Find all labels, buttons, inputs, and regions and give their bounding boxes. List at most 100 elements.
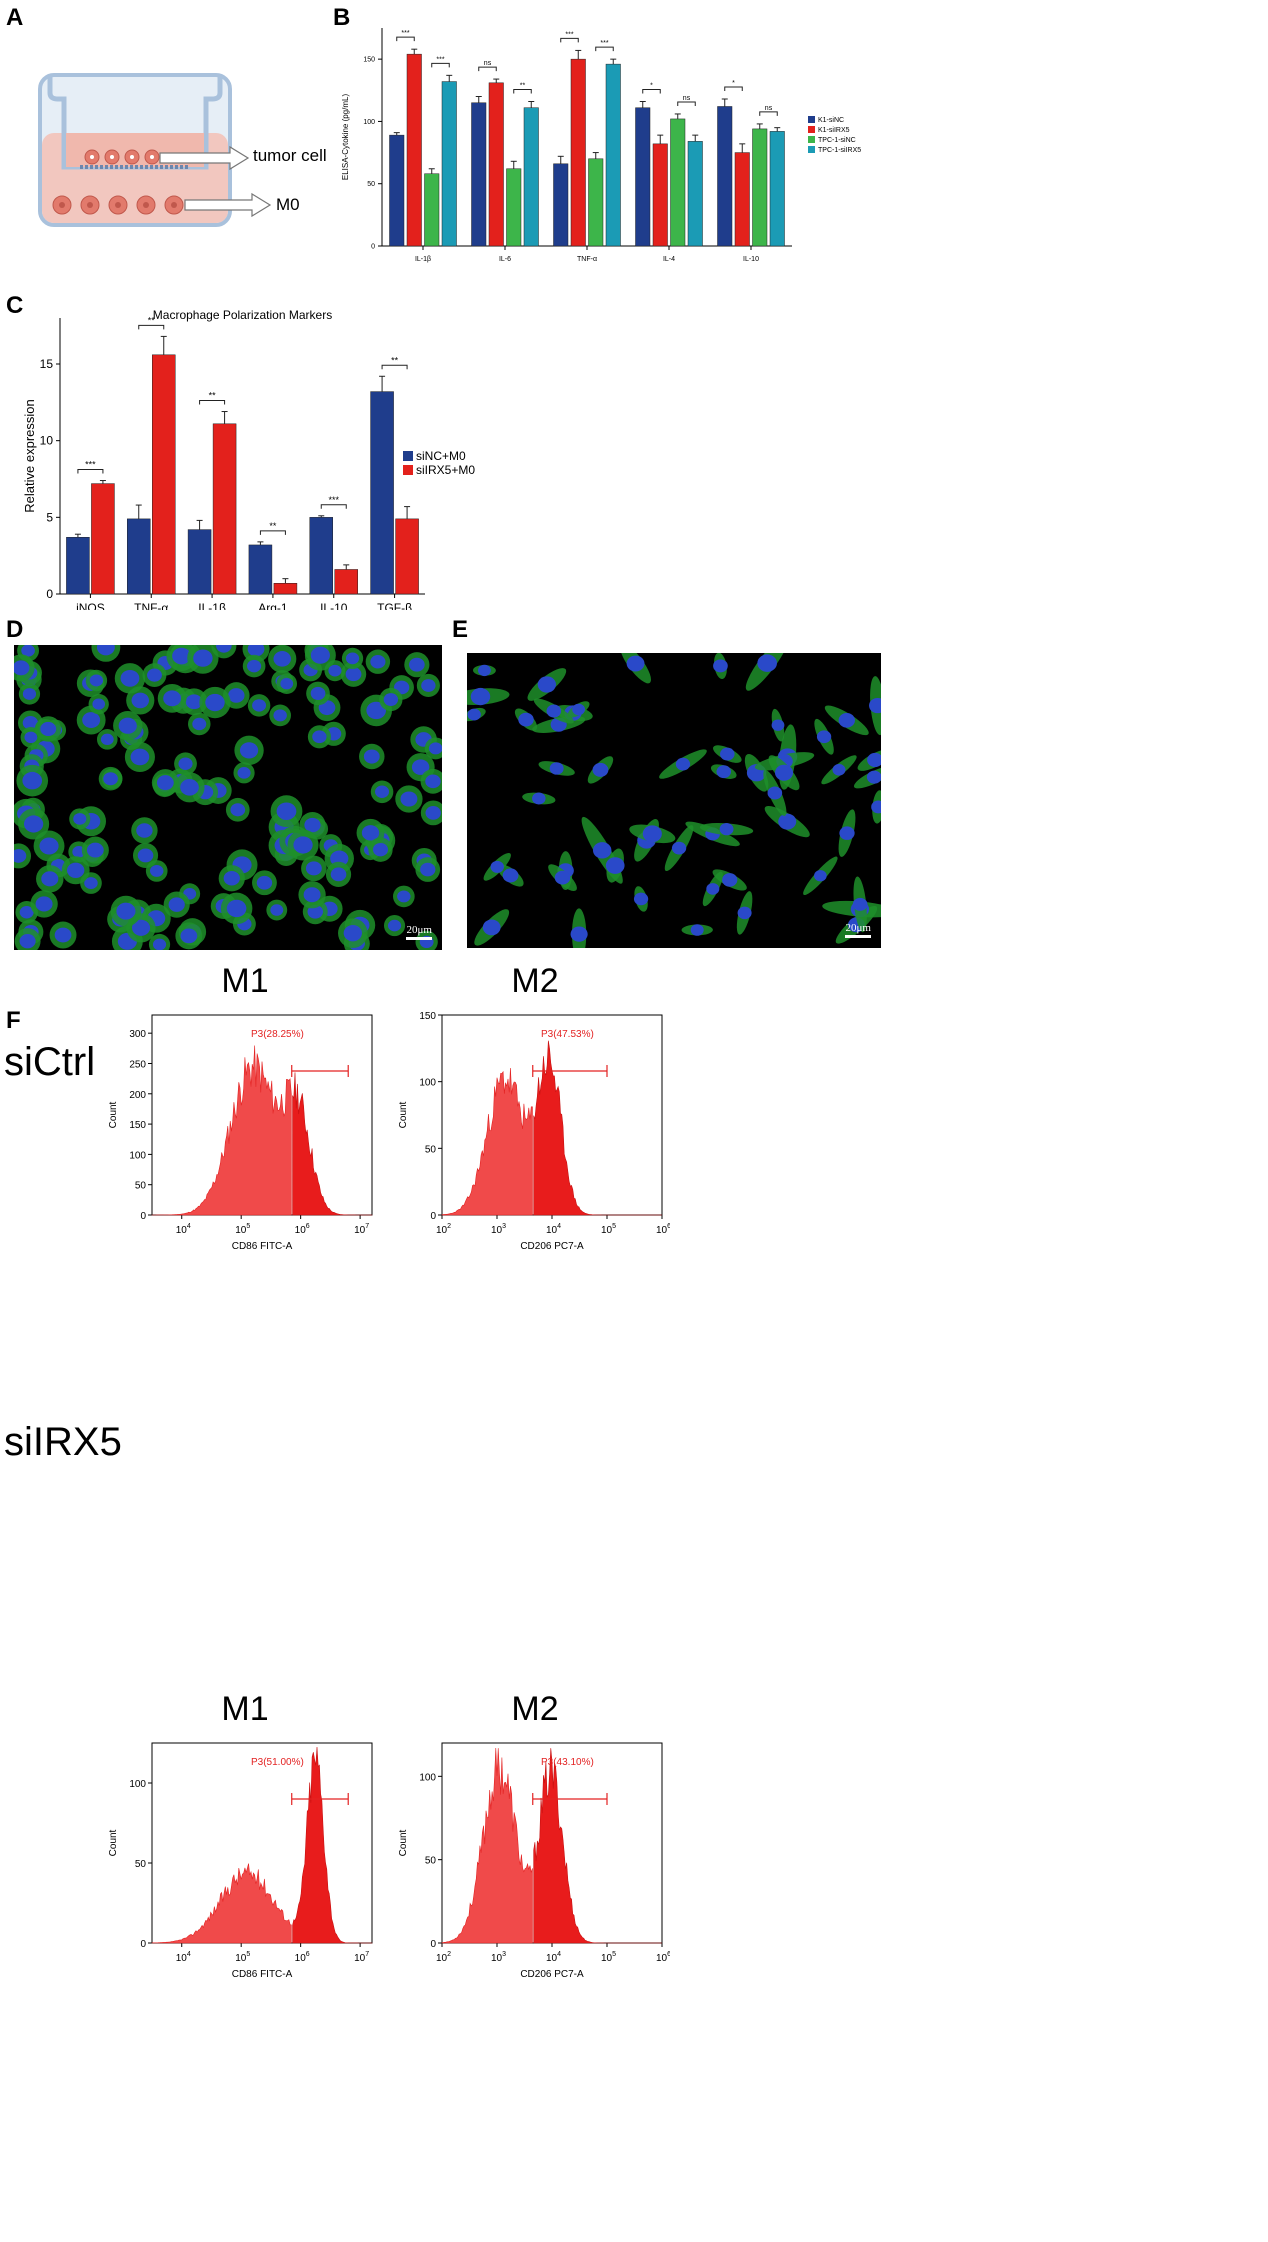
bar bbox=[635, 107, 651, 247]
cell-nucleus bbox=[19, 933, 36, 949]
category-label: IL-6 bbox=[499, 256, 511, 263]
panel-label-f: F bbox=[6, 1007, 21, 1034]
cell-nucleus bbox=[343, 925, 362, 942]
scale-bar-d bbox=[406, 937, 432, 940]
chart-c: 0 5 10 15 Relative expression Macrophage Pola… bbox=[22, 308, 475, 610]
y-tick-label: 100 bbox=[419, 1772, 436, 1783]
cell-nucleus bbox=[116, 902, 136, 920]
cell-nucleus bbox=[216, 645, 232, 653]
x-tick-label: 107 bbox=[354, 1223, 369, 1236]
cell-nucleus bbox=[293, 836, 313, 854]
x-tick-label: 105 bbox=[235, 1951, 250, 1964]
legend-label: K1-siIRX5 bbox=[818, 127, 850, 134]
cell-nucleus bbox=[757, 654, 777, 672]
cell-nucleus bbox=[14, 660, 30, 676]
cell-nucleus bbox=[228, 688, 245, 703]
bar bbox=[553, 163, 569, 247]
cell-nucleus bbox=[303, 887, 321, 903]
m0-cells bbox=[52, 195, 184, 215]
y-axis-label: Count bbox=[108, 1829, 119, 1856]
cell-nucleus bbox=[425, 806, 441, 820]
chart-title: Macrophage Polarization Markers bbox=[153, 308, 332, 322]
cell-nucleus bbox=[22, 716, 39, 730]
cell-nucleus bbox=[425, 774, 441, 789]
cell-nucleus bbox=[89, 674, 104, 687]
cell-nucleus bbox=[675, 757, 691, 771]
cell-nucleus bbox=[570, 926, 588, 942]
cell-nucleus bbox=[21, 645, 35, 657]
cell-nucleus bbox=[866, 770, 881, 784]
cell-nucleus bbox=[96, 645, 115, 656]
bar bbox=[717, 106, 733, 247]
cell-nucleus bbox=[156, 775, 174, 791]
significance-label: * bbox=[650, 82, 653, 89]
cell-nucleus bbox=[778, 813, 797, 830]
cell-nucleus bbox=[168, 897, 185, 912]
legend-label: TPC-1-siNC bbox=[818, 137, 856, 144]
cell-nucleus bbox=[532, 792, 546, 805]
cell-nucleus bbox=[252, 699, 267, 712]
bar bbox=[570, 58, 586, 247]
bar bbox=[488, 82, 504, 247]
bar bbox=[187, 529, 212, 595]
cell-nucleus bbox=[330, 867, 347, 882]
bar bbox=[248, 544, 273, 595]
cell-nucleus bbox=[84, 877, 98, 890]
cell-nucleus bbox=[136, 823, 153, 838]
x-tick-label: 105 bbox=[235, 1223, 250, 1236]
bar bbox=[66, 537, 90, 595]
hist-title-siirx5-m1: M1 bbox=[221, 1690, 269, 1728]
category-label: IL-1β bbox=[415, 256, 431, 263]
x-tick-label: 104 bbox=[546, 1223, 561, 1236]
tumor-cells bbox=[84, 149, 160, 165]
cell-nucleus bbox=[420, 862, 436, 877]
cell-nucleus bbox=[478, 664, 491, 677]
bar bbox=[687, 141, 703, 247]
bar bbox=[91, 483, 115, 595]
y-tick-label: 150 bbox=[419, 1011, 436, 1022]
cell-nucleus bbox=[642, 825, 662, 843]
cell-nucleus bbox=[247, 659, 262, 673]
cell-nucleus bbox=[205, 693, 225, 712]
cell-nucleus bbox=[35, 896, 53, 912]
category-label: IL-10 bbox=[743, 256, 759, 263]
cell-nucleus bbox=[310, 686, 326, 700]
histogram-siirx5-m1: 0 50 100 Count 104 105 106 107 CD86 FITC-A P3(51.… bbox=[108, 1742, 373, 1980]
hist-title-sictrl-m1: M1 bbox=[221, 962, 269, 1000]
cell-nucleus bbox=[767, 786, 783, 800]
cell-nucleus bbox=[193, 649, 213, 667]
cell-nucleus bbox=[304, 817, 321, 833]
y-tick-label: 50 bbox=[135, 1859, 147, 1870]
significance-bracket bbox=[478, 66, 497, 72]
significance-label: ** bbox=[391, 355, 399, 365]
x-axis-label: CD206 PC7-A bbox=[520, 1241, 584, 1252]
cell-nucleus bbox=[814, 870, 827, 882]
cell-nucleus bbox=[100, 733, 114, 746]
cell-nucleus bbox=[223, 871, 240, 886]
bar bbox=[588, 158, 604, 247]
y-tick-label: 100 bbox=[129, 1150, 146, 1161]
cell-nucleus bbox=[839, 826, 855, 840]
cell-nucleus bbox=[172, 647, 191, 665]
cell-nucleus bbox=[502, 868, 519, 883]
cell-nucleus bbox=[722, 873, 738, 887]
significance-bracket bbox=[595, 46, 614, 52]
cell-nucleus bbox=[180, 779, 199, 796]
significance-bracket bbox=[431, 62, 450, 68]
cell-nucleus bbox=[256, 875, 273, 890]
bar bbox=[406, 53, 422, 247]
cell-nucleus bbox=[103, 772, 118, 786]
y-tick-label: 50 bbox=[367, 181, 375, 188]
cell-nucleus bbox=[305, 861, 322, 876]
category-label: TNF-α bbox=[134, 601, 168, 610]
cell-nucleus bbox=[147, 668, 162, 682]
panel-label-c: C bbox=[6, 292, 24, 319]
legend-swatch bbox=[808, 126, 815, 133]
histogram-siirx5-m2: 0 50 100 Count 102 103 104 105 106 CD206 PC7-A P3(… bbox=[398, 1742, 670, 1980]
y-axis-label: Relative expression bbox=[22, 399, 37, 512]
scale-bar-label-e: 20μm bbox=[845, 922, 871, 934]
cell-nucleus bbox=[130, 748, 150, 766]
histogram-gated bbox=[292, 1072, 372, 1216]
cell-nucleus bbox=[345, 652, 360, 665]
cell-nucleus bbox=[39, 837, 59, 855]
